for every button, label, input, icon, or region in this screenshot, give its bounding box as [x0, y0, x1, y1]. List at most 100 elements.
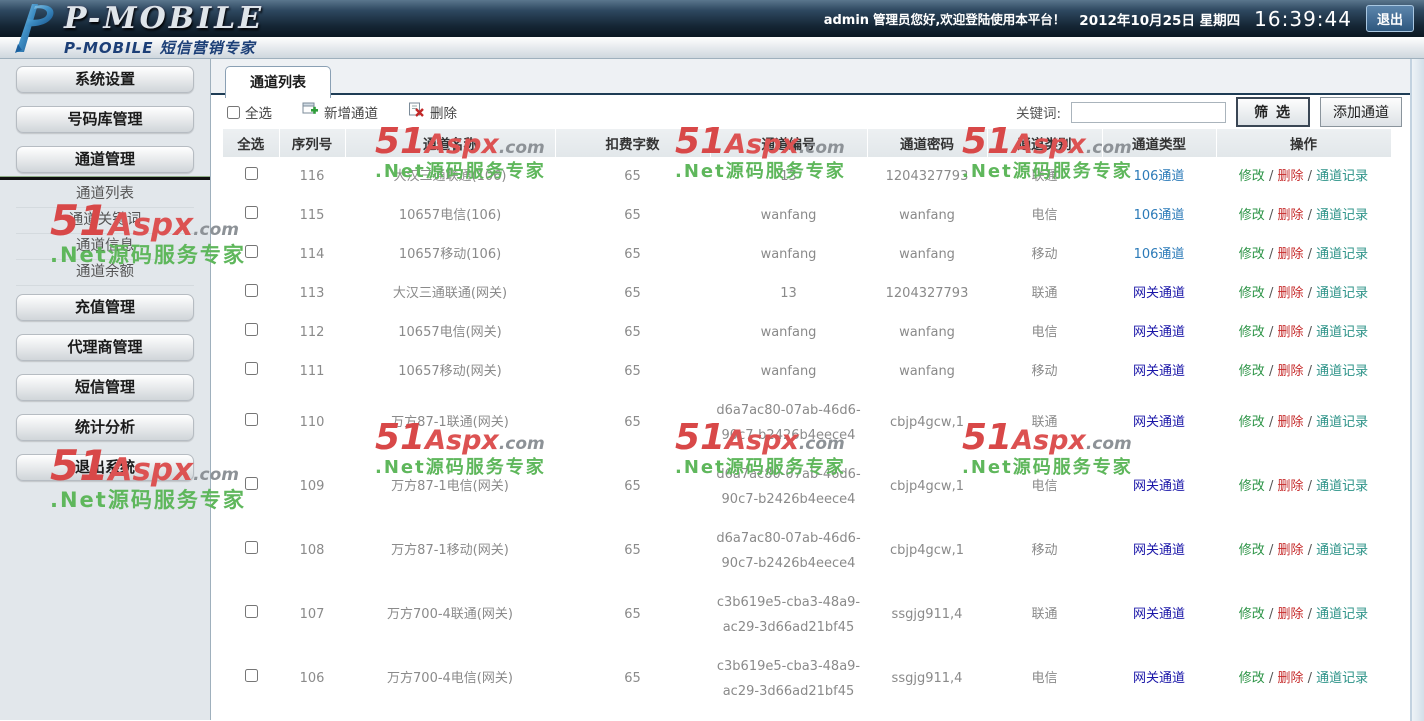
channel-record-link[interactable]: 通道记录	[1316, 415, 1369, 430]
cell-channel-password: ssgjg911,4	[891, 671, 963, 686]
pmobile-logo-icon	[2, 0, 60, 56]
row-checkbox[interactable]	[244, 361, 258, 375]
select-all-checkbox[interactable]	[227, 105, 240, 119]
cell-channel-name: 大汉三通联通(106)	[393, 168, 507, 184]
sidebar-item-channel-list[interactable]: 通道列表	[16, 182, 194, 208]
add-channel-action[interactable]: 新增通道	[302, 102, 378, 122]
channel-type-link[interactable]: 网关通道	[1132, 543, 1185, 558]
row-checkbox[interactable]	[244, 322, 258, 336]
column-header: 全选	[223, 129, 280, 157]
action-separator: /	[1307, 168, 1313, 184]
channel-record-link[interactable]: 通道记录	[1316, 168, 1369, 184]
sidebar-item-system-settings[interactable]: 系统设置	[16, 66, 194, 93]
sidebar-item-sms-management[interactable]: 短信管理	[16, 374, 194, 401]
row-checkbox[interactable]	[244, 477, 258, 490]
edit-link[interactable]: 修改	[1238, 607, 1265, 622]
channel-type-link[interactable]: 106通道	[1133, 207, 1185, 223]
cell-channel-category: 电信	[1031, 479, 1058, 494]
channel-record-link[interactable]: 通道记录	[1316, 285, 1369, 301]
row-checkbox[interactable]	[244, 244, 258, 258]
delete-link[interactable]: 删除	[1277, 363, 1304, 379]
edit-link[interactable]: 修改	[1238, 671, 1265, 686]
channel-record-link[interactable]: 通道记录	[1316, 324, 1369, 340]
add-channel-button[interactable]: 添加通道	[1320, 97, 1402, 127]
row-checkbox[interactable]	[244, 205, 258, 219]
channel-type-link[interactable]: 网关通道	[1132, 285, 1185, 301]
delete-link[interactable]: 删除	[1277, 415, 1304, 430]
delete-action[interactable]: 删除	[408, 102, 457, 122]
edit-link[interactable]: 修改	[1238, 363, 1265, 379]
row-checkbox[interactable]	[244, 166, 258, 180]
action-separator: /	[1307, 479, 1313, 494]
sidebar-item-agent-management[interactable]: 代理商管理	[16, 334, 194, 361]
edit-link[interactable]: 修改	[1238, 324, 1265, 340]
row-checkbox[interactable]	[244, 413, 258, 426]
delete-link[interactable]: 删除	[1277, 324, 1304, 340]
cell-channel-account: wanfang	[760, 325, 817, 340]
channel-record-link[interactable]: 通道记录	[1316, 543, 1369, 558]
sidebar-item-channel-balance[interactable]: 通道余额	[16, 260, 194, 286]
cell-actions: 修改 / 删除 / 通道记录	[1216, 352, 1391, 391]
delete-link[interactable]: 删除	[1277, 543, 1304, 558]
cell-channel-account: d6a7ac80-07ab-46d6-90c7-b2426b4eece4	[716, 403, 861, 443]
edit-link[interactable]: 修改	[1238, 285, 1265, 301]
delete-link[interactable]: 删除	[1277, 246, 1304, 262]
channel-record-link[interactable]: 通道记录	[1316, 479, 1369, 494]
filter-button[interactable]: 筛 选	[1236, 97, 1310, 127]
sidebar-item-channel-info[interactable]: 通道信息	[16, 234, 194, 260]
scrollbar[interactable]	[1410, 59, 1424, 721]
delete-link[interactable]: 删除	[1277, 607, 1304, 622]
channel-type-link[interactable]: 106通道	[1133, 168, 1185, 184]
channel-type-link[interactable]: 网关通道	[1132, 415, 1185, 430]
channel-type-link[interactable]: 网关通道	[1132, 607, 1185, 622]
row-checkbox[interactable]	[244, 669, 258, 682]
channel-record-link[interactable]: 通道记录	[1316, 246, 1369, 262]
row-checkbox[interactable]	[244, 605, 258, 618]
channel-type-link[interactable]: 网关通道	[1132, 671, 1185, 686]
edit-link[interactable]: 修改	[1238, 207, 1265, 223]
tab-bar: 通道列表	[211, 59, 1424, 98]
action-separator: /	[1268, 479, 1274, 494]
action-separator: /	[1307, 324, 1313, 340]
select-all-control[interactable]: 全选	[227, 102, 272, 122]
sidebar-item-number-library[interactable]: 号码库管理	[16, 106, 194, 133]
cell-channel-category: 移动	[1031, 543, 1058, 558]
sidebar-item-exit-system[interactable]: 退出系统	[16, 454, 194, 481]
delete-link[interactable]: 删除	[1277, 671, 1304, 686]
delete-link[interactable]: 删除	[1277, 285, 1304, 301]
channel-record-link[interactable]: 通道记录	[1316, 363, 1369, 379]
select-all-label: 全选	[245, 106, 272, 122]
action-separator: /	[1307, 363, 1313, 379]
channel-type-link[interactable]: 网关通道	[1132, 479, 1185, 494]
cell-channel-password: 1204327793	[885, 285, 969, 301]
channel-record-link[interactable]: 通道记录	[1316, 671, 1369, 686]
keyword-input[interactable]	[1071, 101, 1227, 123]
row-checkbox[interactable]	[244, 283, 258, 297]
delete-link[interactable]: 删除	[1277, 207, 1304, 223]
channel-type-link[interactable]: 网关通道	[1132, 363, 1185, 379]
edit-link[interactable]: 修改	[1238, 168, 1265, 184]
channel-record-link[interactable]: 通道记录	[1316, 607, 1369, 622]
sidebar-item-statistics[interactable]: 统计分析	[16, 414, 194, 441]
cell-charge-words: 65	[624, 246, 641, 262]
channel-type-link[interactable]: 106通道	[1133, 246, 1185, 262]
delete-link[interactable]: 删除	[1277, 168, 1304, 184]
tab-channel-list[interactable]: 通道列表	[225, 66, 331, 98]
logout-button[interactable]: 退出	[1365, 5, 1414, 32]
table-row: 112 10657电信(网关) 65 wanfang wanfang 电信 网关通道 修改 /…	[223, 313, 1391, 352]
sidebar-item-channel-keywords[interactable]: 通道关键词	[16, 208, 194, 234]
delete-link[interactable]: 删除	[1277, 479, 1304, 494]
sidebar-item-channel-management[interactable]: 通道管理	[16, 146, 194, 173]
cell-sequence: 110	[299, 415, 325, 430]
edit-link[interactable]: 修改	[1238, 246, 1265, 262]
table-row: 114 10657移动(106) 65 wanfang wanfang 移动 106通道 修改…	[223, 235, 1391, 274]
row-checkbox[interactable]	[244, 541, 258, 554]
sidebar-item-recharge-management[interactable]: 充值管理	[16, 294, 194, 321]
edit-link[interactable]: 修改	[1238, 415, 1265, 430]
cell-channel-category: 联通	[1031, 415, 1058, 430]
channel-type-link[interactable]: 网关通道	[1132, 324, 1185, 340]
channel-record-link[interactable]: 通道记录	[1316, 207, 1369, 223]
edit-link[interactable]: 修改	[1238, 479, 1265, 494]
cell-channel-name: 万方700-4联通(网关)	[387, 607, 513, 622]
edit-link[interactable]: 修改	[1238, 543, 1265, 558]
